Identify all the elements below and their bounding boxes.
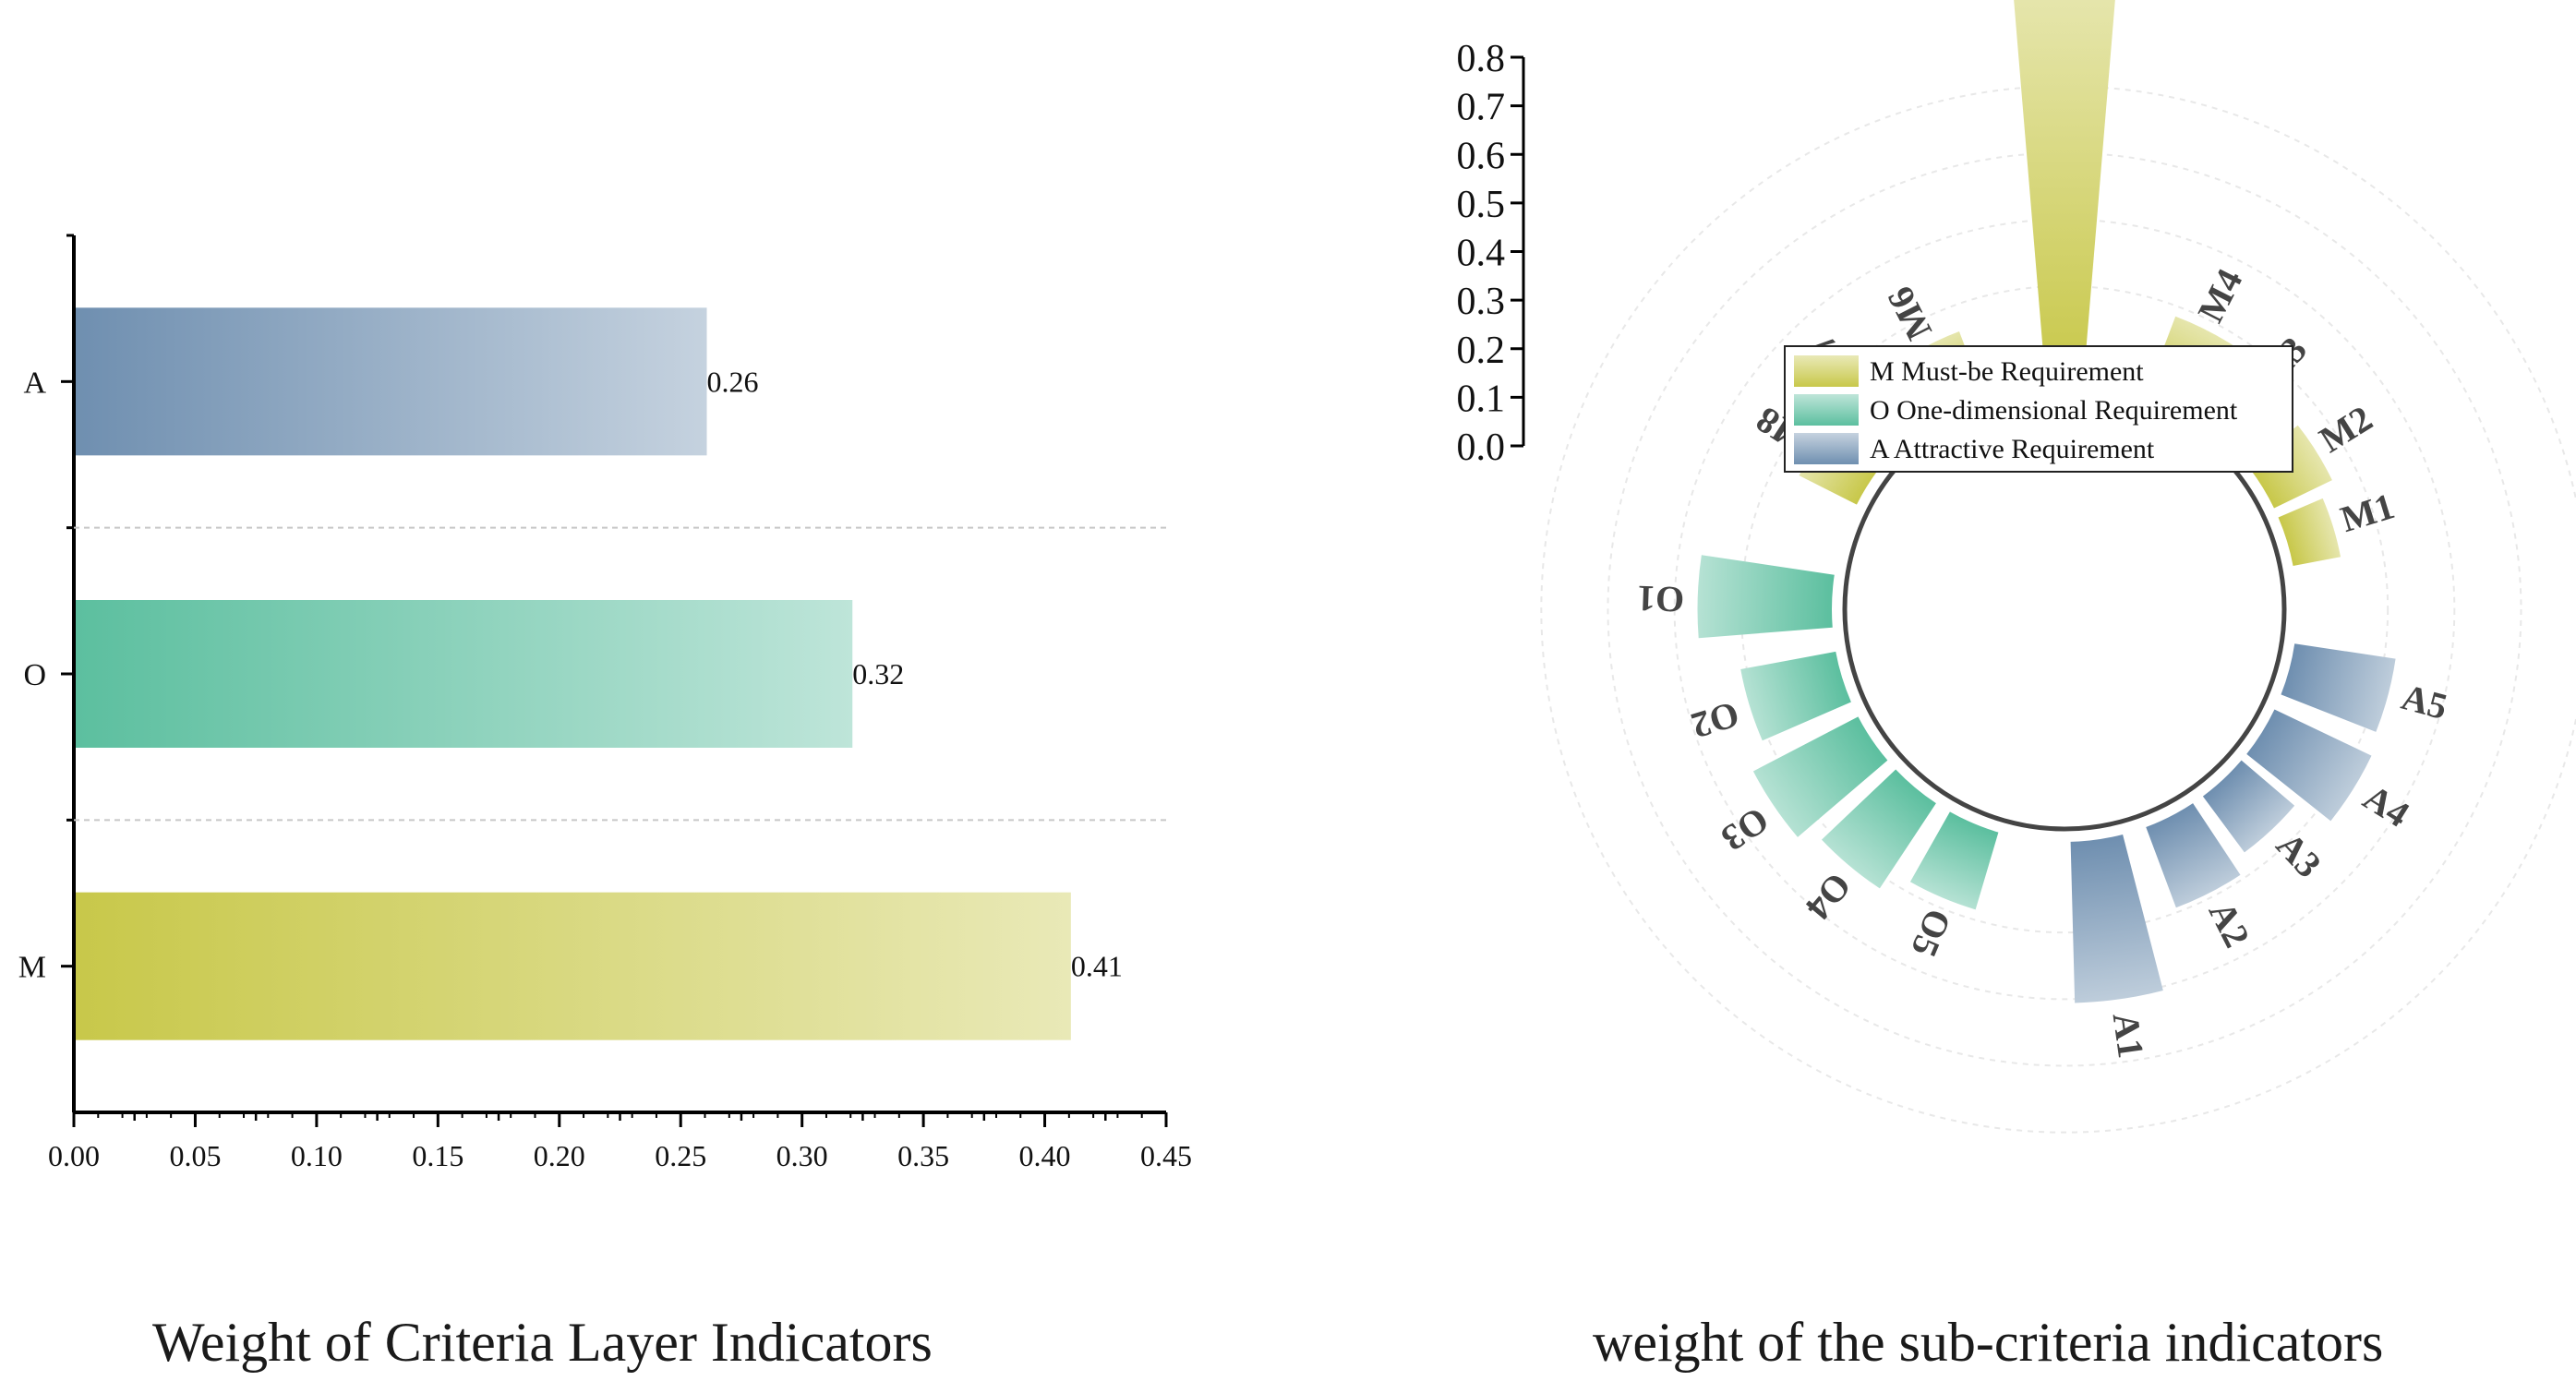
x-tick-label: 0.05 <box>169 1139 221 1172</box>
radial-bar-A4 <box>2246 709 2372 822</box>
category-label-M1: M1 <box>2336 485 2399 540</box>
legend-label-A: A Attractive Requirement <box>1870 434 2155 464</box>
left-caption: Weight of Criteria Layer Indicators <box>152 1312 933 1373</box>
r-tick-label: 0.7 <box>1457 87 1506 129</box>
data-label-M: 0.41 <box>1071 950 1123 983</box>
x-tick-label: 0.35 <box>897 1139 949 1172</box>
category-label-A5: A5 <box>2398 676 2452 727</box>
r-tick-label: 0.1 <box>1457 378 1506 420</box>
r-tick-label: 0.6 <box>1457 135 1506 177</box>
right-caption: weight of the sub-criteria indicators <box>1593 1312 2384 1373</box>
bar-M <box>76 892 1071 1040</box>
category-label-O4: O4 <box>1798 865 1860 928</box>
category-label-M6: M6 <box>1879 281 1940 347</box>
ring-gridline <box>1673 218 2456 1001</box>
category-label-A3: A3 <box>2269 824 2329 885</box>
category-label-M4: M4 <box>2189 262 2250 329</box>
category-label-O2: O2 <box>1687 693 1744 747</box>
legend-swatch-M <box>1794 355 1859 387</box>
legend-swatch-O <box>1794 394 1859 426</box>
r-tick-label: 0.0 <box>1457 426 1506 469</box>
y-tick-label-O: O <box>23 658 46 692</box>
radial-bar-A1 <box>2070 834 2163 1003</box>
y-tick-label-A: A <box>23 366 46 400</box>
x-tick-label: 0.00 <box>48 1139 100 1172</box>
subcriteria-radial-chart: 0.00.10.20.30.40.50.60.70.8M1M2M3M4M5M6M… <box>1457 0 2576 1134</box>
radial-bar-M5 <box>2014 0 2115 378</box>
x-tick-label: 0.30 <box>776 1139 828 1172</box>
category-label-O1: O1 <box>1636 578 1685 621</box>
bar-O <box>76 600 853 748</box>
r-tick-label: 0.2 <box>1457 330 1506 372</box>
legend-label-M: M Must-be Requirement <box>1870 356 2144 387</box>
legend-swatch-A <box>1794 433 1859 464</box>
category-label-A2: A2 <box>2201 895 2258 954</box>
radial-bar-O4 <box>1821 769 1936 889</box>
radial-bar-A2 <box>2146 803 2241 908</box>
ring-gridline <box>1540 85 2576 1134</box>
radial-bar-A3 <box>2202 760 2295 853</box>
radial-bar-O2 <box>1740 651 1851 741</box>
x-tick-label: 0.20 <box>534 1139 585 1172</box>
radial-bar-O3 <box>1752 716 1888 837</box>
criteria-bar-chart: 0.00 0.05 0.10 0.15 0.20 0.25 0.30 0.35 0.40 0.45… <box>18 234 1192 1172</box>
radial-bar-A5 <box>2281 643 2396 732</box>
y-tick-label-M: M <box>18 951 46 985</box>
x-tick-label: 0.15 <box>412 1139 463 1172</box>
radial-bar-O5 <box>1909 811 1999 910</box>
radial-bar-M1 <box>2278 498 2341 566</box>
x-tick-label: 0.10 <box>291 1139 343 1172</box>
category-label-A4: A4 <box>2356 776 2416 835</box>
r-tick-label: 0.5 <box>1457 184 1506 226</box>
r-tick-label: 0.3 <box>1457 281 1506 323</box>
data-label-A: 0.26 <box>707 365 759 398</box>
r-tick-label: 0.8 <box>1457 38 1506 80</box>
category-label-M2: M2 <box>2312 397 2379 461</box>
legend-label-O: O One-dimensional Requirement <box>1870 395 2238 426</box>
data-label-O: 0.32 <box>852 657 904 690</box>
category-label-O3: O3 <box>1714 799 1776 860</box>
category-label-A1: A1 <box>2105 1010 2152 1061</box>
x-tick-label: 0.40 <box>1019 1139 1071 1172</box>
radial-bar-O1 <box>1697 555 1835 639</box>
bar-A <box>76 307 707 456</box>
x-tick-label: 0.25 <box>655 1139 706 1172</box>
legend-box <box>1784 345 2293 473</box>
r-tick-label: 0.4 <box>1457 233 1506 275</box>
x-tick-label: 0.45 <box>1140 1139 1192 1172</box>
